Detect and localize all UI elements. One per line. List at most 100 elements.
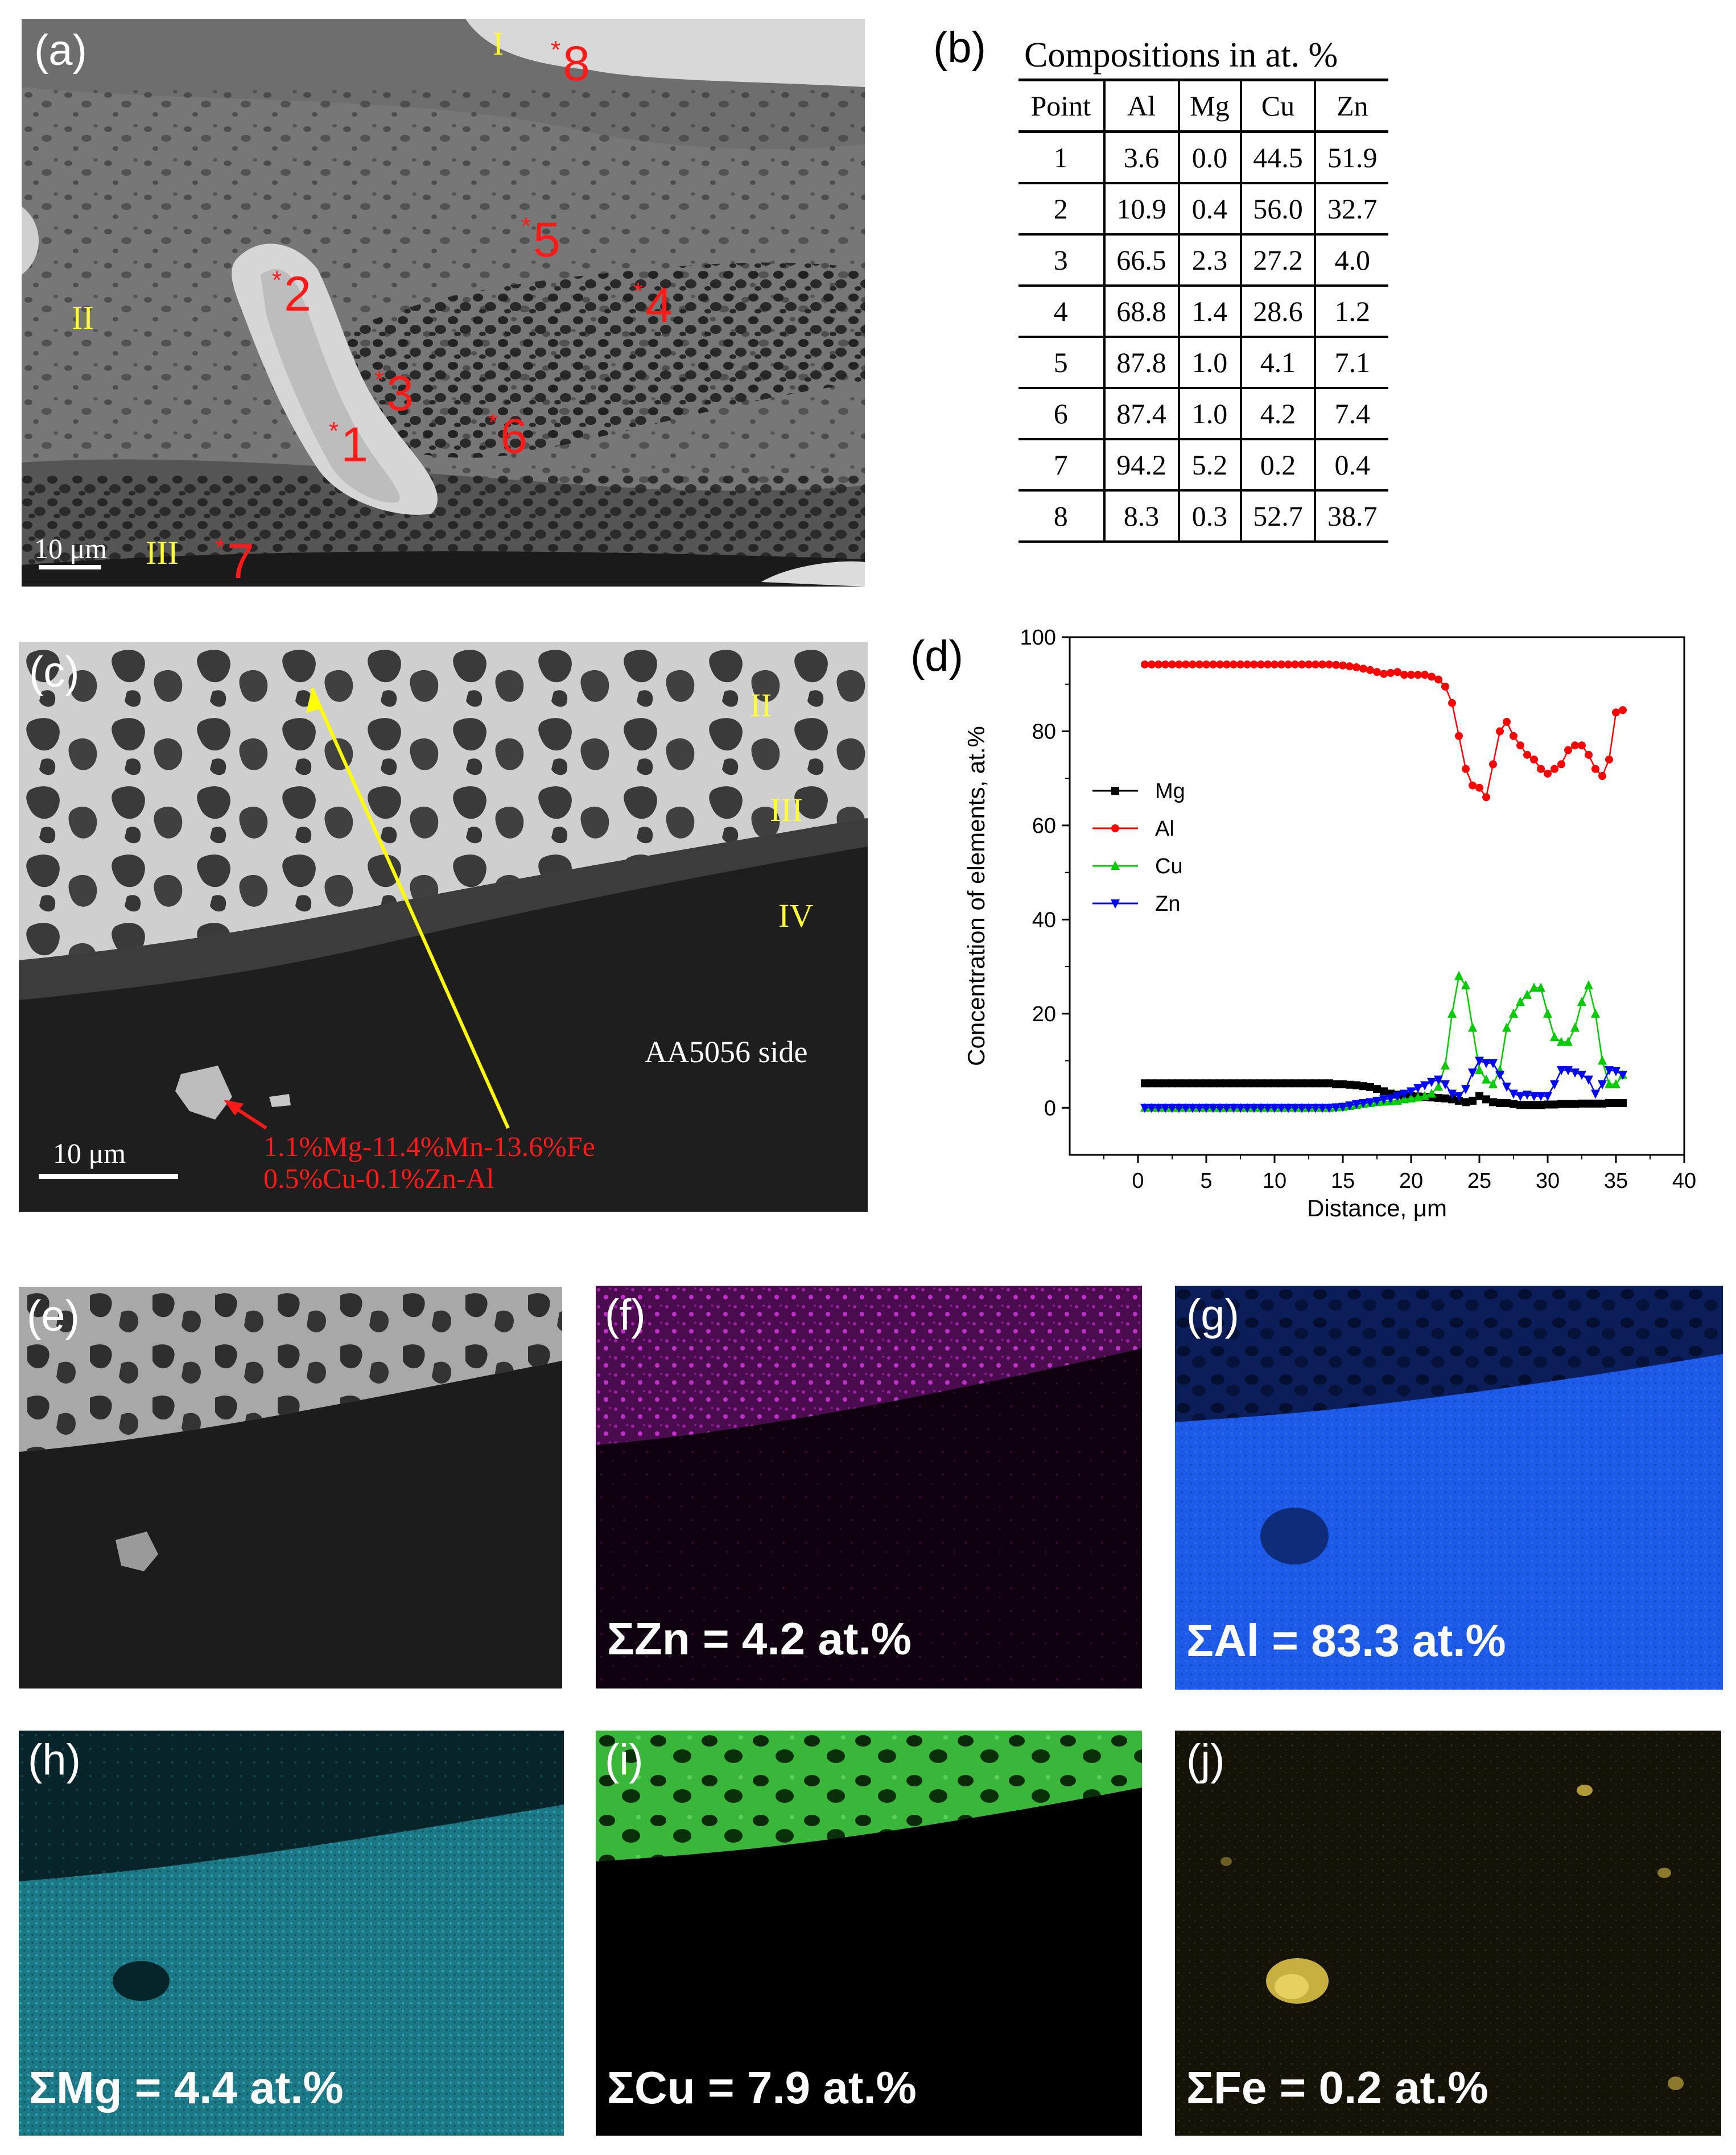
data-point [1488,1079,1498,1088]
cell: 0.2 [1239,439,1316,490]
data-point [1373,668,1381,676]
data-point [1256,1104,1265,1113]
data-point [1339,1080,1347,1088]
data-point [1393,668,1401,676]
cell: 5 [1053,346,1068,378]
data-point [1619,1099,1627,1107]
data-point [1611,1079,1620,1088]
data-point [1475,783,1483,792]
data-point [1250,660,1258,668]
data-point [1223,1079,1231,1088]
data-point [1421,671,1429,679]
map-h-sum: ΣMg = 4.4 at.% [29,2062,344,2113]
data-point [1585,750,1593,759]
data-point [1312,660,1319,668]
data-point [1420,1081,1429,1091]
data-point [1148,660,1156,668]
data-point [1488,1059,1498,1068]
data-point [1611,1067,1620,1076]
data-point [1510,732,1518,740]
data-point [1318,1079,1326,1088]
cell: 0.0 [1177,131,1241,183]
cell: 1 [1053,142,1068,174]
data-point [1209,660,1217,668]
data-point [1243,660,1251,668]
legend-label: Mg [1155,779,1185,803]
map-g-sum: ΣAl = 83.3 at.% [1186,1615,1506,1666]
point-4: *4 [633,278,673,333]
x-tick-label: 25 [1467,1169,1491,1193]
panel-c-scale-bar [39,1174,178,1179]
data-point [1111,861,1120,870]
data-point [1454,1092,1463,1101]
data-point [1496,1099,1504,1107]
data-point [1257,1079,1265,1088]
point-7: *7 [215,534,254,587]
data-point [1496,727,1504,736]
cell: 4.0 [1314,234,1388,286]
data-point [1543,1092,1552,1101]
data-point [1544,769,1552,778]
data-point [1523,989,1532,999]
data-point [1523,1091,1532,1100]
chart-series [1140,660,1627,1113]
data-point [1598,772,1606,781]
data-point [1202,1104,1211,1113]
data-point [1516,1101,1524,1109]
composition-table: Point Al Mg Cu Zn 1 3.6 0.0 44.5 51.9 2 10.9 0… [1018,79,1388,543]
data-point [1175,660,1183,668]
data-point [1141,660,1149,668]
data-point [1338,1103,1347,1112]
data-point [1387,668,1395,677]
cell: 4 [1053,295,1068,327]
data-point [1373,1085,1381,1093]
legend-item-cu: Cu [1092,854,1183,878]
chart-legend: Mg Al Cu Zn [1092,779,1185,916]
cell: 27.2 [1239,234,1316,286]
data-point [1111,824,1119,832]
data-point [1543,1008,1552,1018]
panel-a-sem-image: (a) I II III *8 *5 *2 *4 *3 *1 *6 *7 10 … [22,19,865,587]
table-row: 2 10.9 0.4 56.0 32.7 [1018,183,1388,234]
cell: 1.4 [1177,286,1241,337]
header-al: Al [1103,80,1179,132]
data-point [1407,1087,1416,1097]
legend-label: Al [1155,817,1174,841]
panel-b-label: (b) [933,23,986,72]
cell: 10.9 [1103,183,1179,234]
y-tick-label: 0 [1044,1096,1056,1120]
data-point [1154,660,1162,668]
data-point [1277,1104,1286,1113]
data-point [1461,1085,1470,1095]
map-e-label: (e) [27,1292,80,1340]
data-point [1345,1101,1354,1111]
cell: 0.4 [1177,183,1241,234]
cell: 28.6 [1239,286,1316,337]
data-point [1352,1081,1360,1089]
data-point [1510,1100,1518,1108]
data-point [1386,1094,1395,1104]
data-point [1509,1089,1518,1099]
map-f-sum: ΣZn = 4.2 at.% [607,1613,912,1664]
cell: 7.1 [1314,337,1388,388]
data-point [1339,661,1347,670]
data-point [1557,1100,1565,1108]
data-point [1469,1096,1477,1105]
data-point [1530,1101,1538,1109]
cell: 4.2 [1239,388,1316,439]
data-point [1605,756,1613,764]
data-point [1448,1095,1456,1104]
data-point [1366,666,1374,674]
map-h-label: (h) [28,1736,81,1784]
data-point [1284,1104,1293,1113]
cell: 87.4 [1103,388,1179,439]
data-point [1557,1066,1566,1076]
data-point [1605,1066,1614,1076]
map-j-label: (j) [1186,1736,1225,1784]
x-tick-label: 20 [1399,1169,1423,1193]
point-3: *3 [374,366,414,421]
region-label-IV: IV [778,897,814,934]
data-point [1564,1100,1572,1108]
map-j-sum: ΣFe = 0.2 at.% [1186,2062,1488,2113]
data-point [1264,660,1272,668]
